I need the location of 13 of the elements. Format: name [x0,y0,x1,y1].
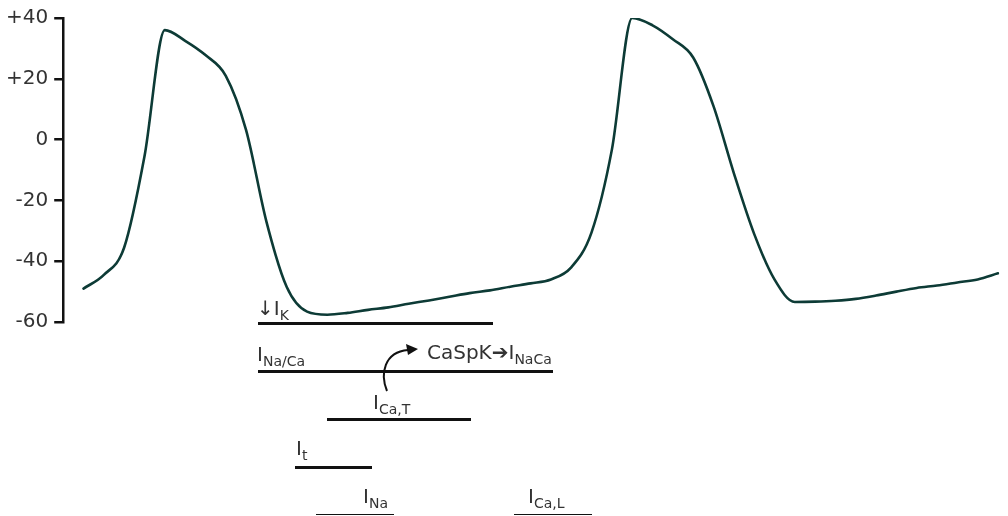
text: I$_{Na/Ca}$ [257,342,306,369]
text: CaSpK➔I$_{NaCa}$ [427,340,552,367]
text: I$_{Ca,T}$ [373,390,411,417]
text: I$_{t}$ [296,436,308,463]
y-tick-label: +40 [5,4,49,29]
y-tick-label: 0 [35,125,49,150]
y-tick-label: -40 [15,247,49,272]
text: I$_{Ca,L}$ [528,484,565,511]
y-tick-label: -20 [15,186,49,211]
annotation: ↓I$_{K}$ [257,296,289,323]
text: I$_{Na}$ [363,484,388,511]
y-tick-label: -60 [15,308,49,333]
y-tick-label: +20 [5,65,49,89]
